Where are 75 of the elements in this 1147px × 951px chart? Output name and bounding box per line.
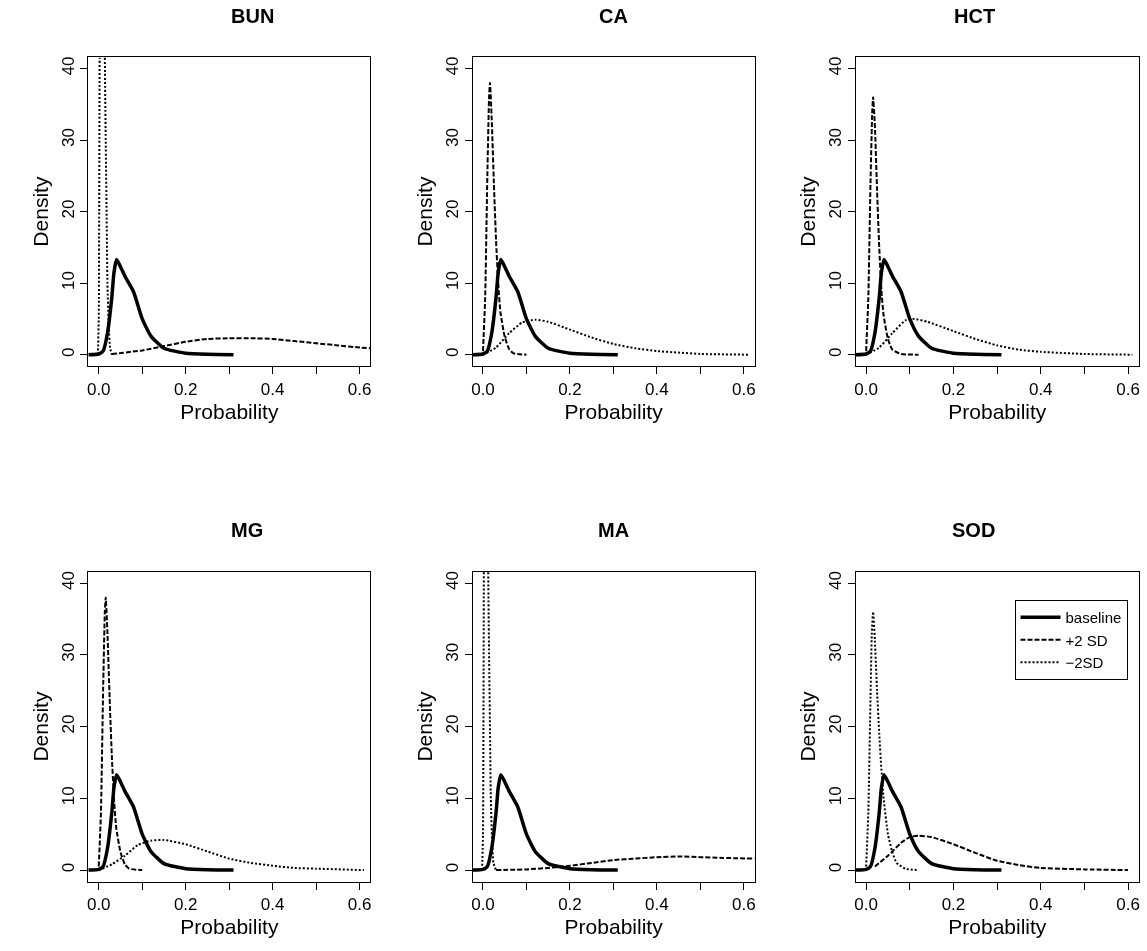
y-tick-label: 10 — [58, 786, 78, 806]
y-tick-label: 0 — [825, 347, 845, 357]
x-tick-label: 0.4 — [260, 894, 285, 914]
chart-title: HCT — [954, 5, 996, 27]
y-tick-label: 20 — [825, 714, 845, 734]
y-tick-label: 10 — [58, 271, 78, 291]
y-tick-label: 30 — [442, 642, 462, 662]
x-tick-label: 0.6 — [1116, 894, 1140, 914]
y-tick-label: 40 — [442, 571, 462, 590]
y-tick-label: 40 — [58, 56, 78, 76]
chart-title: SOD — [952, 519, 996, 541]
y-axis-title: Density — [796, 691, 820, 762]
x-tick-label: 0.0 — [471, 894, 495, 914]
x-tick-label: 0.4 — [260, 379, 285, 399]
x-tick-label: 0.4 — [1028, 894, 1053, 914]
x-tick-label: 0.4 — [1028, 379, 1053, 399]
y-tick-label: 20 — [825, 199, 845, 219]
x-tick-label: 0.0 — [86, 894, 111, 914]
y-tick-label: 20 — [58, 714, 78, 734]
legend-label: +2 SD — [1065, 631, 1108, 649]
y-tick-label: 40 — [825, 56, 845, 76]
y-tick-label: 20 — [442, 714, 462, 734]
y-tick-label: 40 — [442, 56, 462, 76]
x-tick-label: 0.2 — [558, 894, 582, 914]
x-tick-label: 0.0 — [854, 379, 878, 399]
y-tick-label: 0 — [442, 862, 462, 873]
y-tick-label: 30 — [825, 642, 845, 662]
y-tick-label: 30 — [58, 642, 78, 662]
x-axis-title: Probability — [564, 915, 664, 939]
chart-title: MA — [598, 519, 630, 541]
x-axis-title: Probability — [180, 399, 279, 423]
y-tick-label: 20 — [442, 199, 462, 219]
y-tick-label: 30 — [442, 128, 462, 147]
x-tick-label: 0.6 — [347, 894, 372, 914]
x-tick-label: 0.0 — [86, 379, 111, 399]
y-tick-label: 10 — [825, 786, 845, 806]
chart-title: CA — [599, 5, 628, 27]
chart-title: MG — [231, 519, 264, 541]
y-tick-label: 0 — [58, 862, 78, 873]
y-tick-label: 30 — [825, 128, 845, 147]
y-axis-title: Density — [28, 691, 52, 762]
y-tick-label: 0 — [442, 347, 462, 357]
y-axis-title: Density — [412, 176, 436, 247]
x-tick-label: 0.2 — [558, 379, 582, 399]
legend-label: baseline — [1065, 609, 1122, 627]
y-axis-title: Density — [412, 691, 436, 762]
legend-label: −2SD — [1065, 654, 1104, 672]
x-axis-title: Probability — [948, 399, 1047, 423]
x-axis-title: Probability — [564, 399, 664, 423]
x-tick-label: 0.0 — [854, 894, 878, 914]
y-tick-label: 10 — [825, 271, 845, 291]
x-axis-title: Probability — [948, 915, 1047, 939]
y-tick-label: 0 — [58, 347, 78, 357]
y-tick-label: 40 — [825, 571, 845, 590]
x-tick-label: 0.6 — [1116, 379, 1140, 399]
x-tick-label: 0.6 — [347, 379, 372, 399]
y-axis-title: Density — [28, 176, 52, 247]
x-tick-label: 0.2 — [173, 894, 198, 914]
x-tick-label: 0.2 — [941, 379, 966, 399]
y-tick-label: 30 — [58, 128, 78, 147]
y-tick-label: 0 — [825, 862, 845, 873]
x-tick-label: 0.6 — [732, 894, 756, 914]
x-tick-label: 0.6 — [732, 379, 756, 399]
y-tick-label: 40 — [58, 571, 78, 590]
x-axis-title: Probability — [180, 915, 279, 939]
y-axis-title: Density — [796, 176, 820, 247]
y-tick-label: 10 — [442, 271, 462, 291]
x-tick-label: 0.2 — [941, 894, 966, 914]
x-tick-label: 0.2 — [173, 379, 198, 399]
chart-title: BUN — [231, 5, 275, 27]
x-tick-label: 0.4 — [645, 894, 669, 914]
y-tick-label: 10 — [442, 786, 462, 806]
x-tick-label: 0.0 — [471, 379, 495, 399]
y-tick-label: 20 — [58, 199, 78, 219]
x-tick-label: 0.4 — [645, 379, 669, 399]
